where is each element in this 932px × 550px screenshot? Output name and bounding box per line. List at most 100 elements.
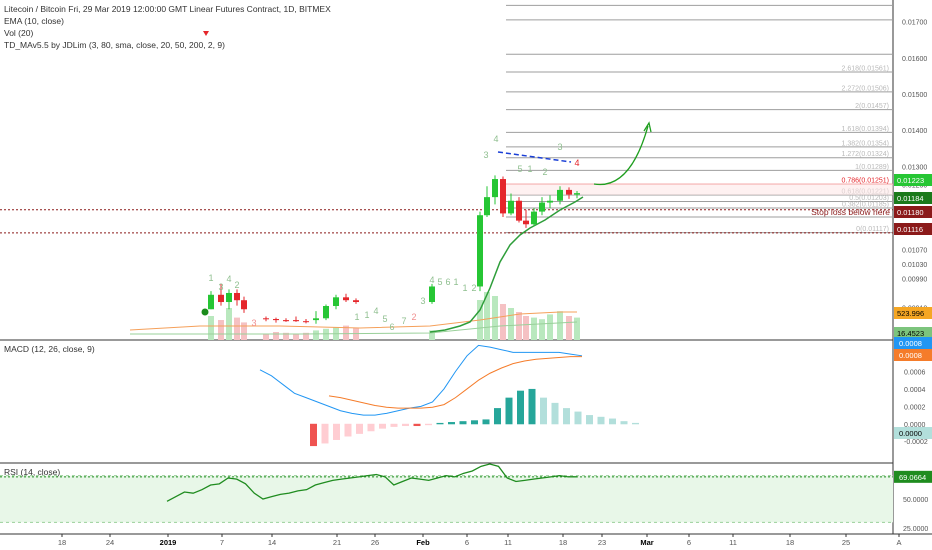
price-tick-label: 0.00990	[902, 277, 927, 284]
candle-body	[523, 220, 529, 225]
macd-histogram-bar	[390, 423, 398, 427]
price-axis[interactable]: 0.01700 0.01600 0.01500 0.01400 0.01300 0.012…	[894, 20, 932, 533]
fib-zone	[506, 184, 893, 195]
volume-bar	[293, 333, 299, 340]
td-count-label: 4	[493, 134, 498, 144]
candle-body	[429, 286, 435, 303]
candle-body	[353, 300, 359, 303]
macd-histogram-bar	[310, 423, 317, 447]
macd-histogram-bar	[563, 408, 570, 425]
volume-bar	[531, 317, 537, 340]
volume-bar	[429, 330, 435, 340]
fib-level-label: 1(0.01289)	[855, 164, 889, 171]
volume-bar	[303, 332, 309, 340]
macd-histogram-bar	[517, 390, 524, 425]
volume-bar	[343, 325, 349, 340]
price-tick-label: 0.01700	[902, 20, 927, 27]
volume-bar	[273, 332, 279, 340]
fib-level-label: 0(0.01117)	[856, 226, 889, 233]
volume-bar	[508, 308, 514, 340]
macd-histogram-bar	[609, 418, 616, 425]
volume-bar	[557, 311, 563, 340]
price-tag	[894, 174, 932, 186]
volume-ma-line	[129, 311, 577, 331]
time-axis[interactable]: 18 24 2019 7 14 21 26 Feb 6 11 18 23 Mar 6 11 18 25 A	[58, 534, 902, 547]
macd-histogram-bar	[540, 397, 547, 425]
candle-body	[241, 300, 247, 310]
fib-level-label: 1.382(0.01354)	[842, 140, 889, 147]
price-tag	[894, 307, 932, 319]
rsi-tick-label: 50.0000	[903, 497, 928, 504]
macd-histogram-bar	[402, 423, 409, 427]
td-count-label: 1	[453, 277, 458, 287]
collapse-arrow-icon[interactable]	[203, 31, 209, 36]
macd-histogram-bar	[436, 422, 444, 425]
volume-bar	[263, 333, 269, 340]
price-tick-label: 0.01070	[902, 248, 927, 255]
macd-histogram-bar	[551, 402, 559, 425]
ema-legend[interactable]: EMA (10, close)	[4, 16, 64, 26]
macd-tick-label: 0.0004	[904, 387, 926, 394]
time-tick-label: 26	[371, 538, 379, 547]
macd-histogram-bar	[505, 397, 513, 425]
fib-level-label: 0.786(0.01251)	[842, 178, 889, 185]
td-count-label: 3	[557, 142, 562, 152]
macd-tick-label: 0.0000	[904, 422, 926, 429]
chart-grid	[0, 0, 932, 535]
volume-bar	[539, 319, 545, 340]
candle-body	[539, 202, 545, 212]
macd-histogram-bar	[482, 419, 490, 425]
td-count-label: 4	[373, 306, 378, 316]
price-tag-label: 0.01184	[897, 194, 924, 203]
volume-legend[interactable]: Vol (20)	[4, 28, 33, 38]
candle-body	[293, 320, 299, 322]
drawing-tools[interactable]	[497, 121, 652, 186]
td-count-label: 5	[382, 314, 387, 324]
rsi-legend[interactable]: RSI (14, close)	[4, 467, 60, 477]
time-tick-label: 14	[268, 538, 276, 547]
macd-histogram-bar	[425, 423, 432, 426]
macd-value-tag	[894, 337, 932, 349]
volume-bar	[241, 322, 247, 340]
price-tag	[894, 192, 932, 204]
macd-legend[interactable]: MACD (12, 26, close, 9)	[4, 344, 95, 354]
volume-bar	[226, 308, 232, 340]
candle-body	[516, 200, 522, 221]
volume-bar	[283, 332, 289, 340]
volume-bar	[547, 314, 553, 340]
fibonacci-levels: 2.618(0.01561) 2.272(0.01506) 2(0.01457) 1.…	[0, 4, 893, 234]
macd-histogram-bar	[344, 423, 352, 437]
time-tick-label: 18	[786, 538, 794, 547]
td-count-label: 4	[429, 275, 434, 285]
macd-tick-label: 0.0002	[904, 404, 926, 411]
projection-arrow	[593, 125, 649, 186]
volume-bar	[323, 328, 329, 340]
macd-histogram-bar	[321, 423, 329, 444]
td-count-label: 1	[208, 273, 213, 283]
volume-bar	[574, 317, 580, 340]
candle-body	[263, 318, 269, 320]
candle-body	[234, 292, 240, 301]
fib-level-label: 0.382(0.01185)	[842, 201, 889, 208]
price-tag	[894, 327, 932, 339]
price-tick-label: 0.01500	[902, 92, 927, 99]
candle-body	[477, 215, 483, 287]
macd-value-label: 0.0008	[899, 339, 922, 348]
candle-body	[313, 318, 319, 321]
volume-bar	[516, 312, 522, 340]
macd-histogram-bar	[413, 423, 421, 427]
volume-bar	[500, 304, 506, 340]
td-count-label: 1	[364, 310, 369, 320]
signal-line	[328, 356, 582, 409]
candle-body	[273, 319, 279, 321]
td-count-label: 5	[517, 164, 522, 174]
td-count-label: 4	[574, 158, 579, 168]
price-tag	[894, 223, 932, 235]
time-tick-label: 24	[106, 538, 114, 547]
price-tag	[894, 206, 932, 218]
candle-body	[547, 200, 553, 203]
td-legend[interactable]: TD_MAv5.5 by JDLim (3, 80, sma, close, 2…	[4, 40, 225, 50]
td-count-label: 1	[462, 283, 467, 293]
